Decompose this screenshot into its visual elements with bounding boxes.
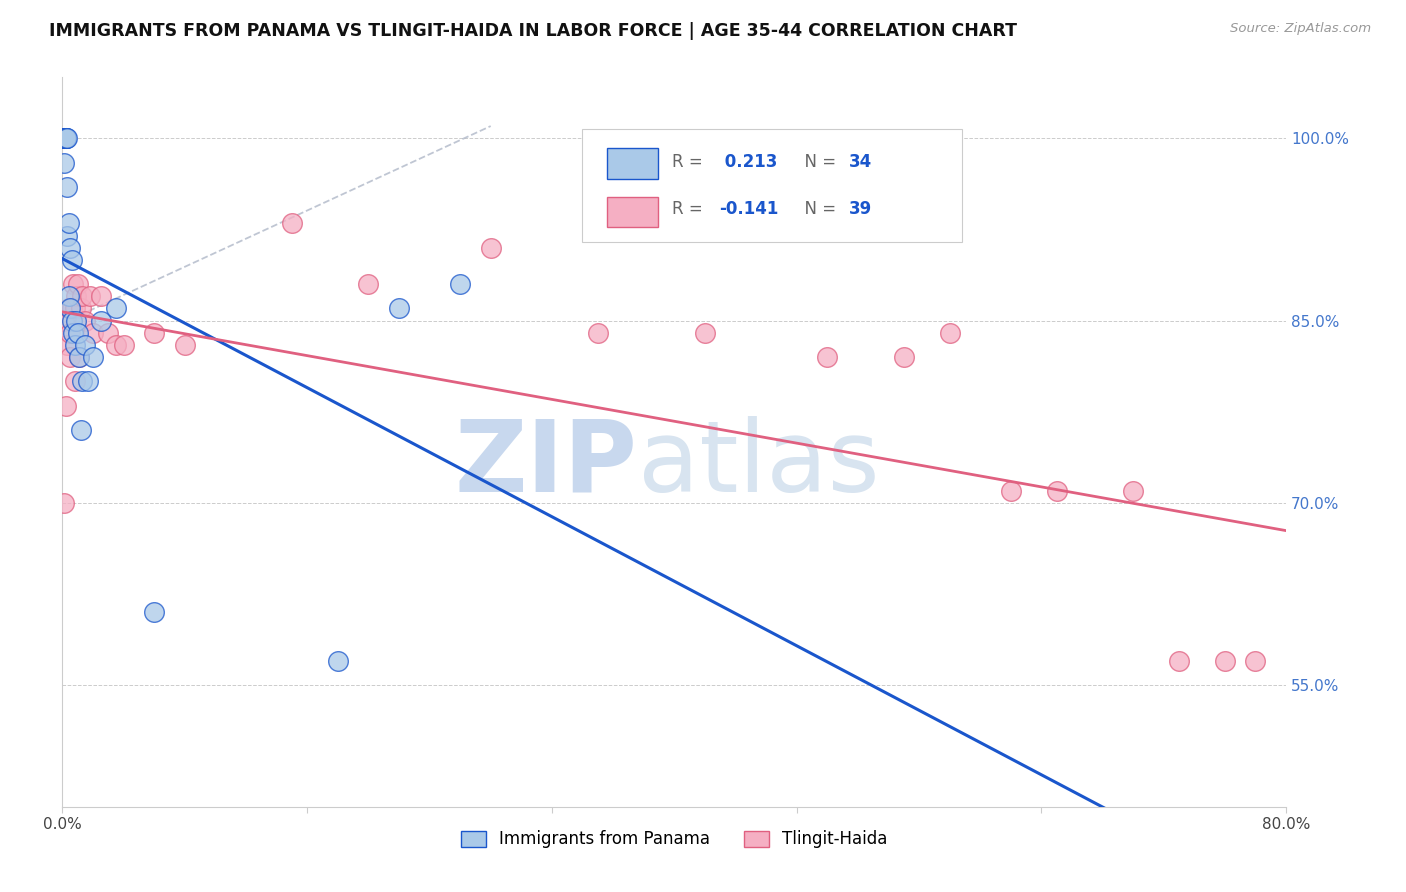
Point bbox=[58, 289, 80, 303]
Text: 0.213: 0.213 bbox=[720, 153, 778, 170]
Point bbox=[56, 338, 79, 352]
Point bbox=[53, 155, 76, 169]
Point bbox=[815, 350, 838, 364]
Point bbox=[388, 301, 411, 316]
Text: N =: N = bbox=[794, 153, 842, 170]
Point bbox=[281, 216, 304, 230]
Text: N =: N = bbox=[794, 201, 842, 219]
Point bbox=[70, 423, 93, 437]
Point bbox=[62, 277, 84, 292]
FancyBboxPatch shape bbox=[607, 197, 658, 227]
Point bbox=[1244, 654, 1267, 668]
Point bbox=[72, 375, 94, 389]
Text: R =: R = bbox=[672, 201, 707, 219]
Point bbox=[63, 301, 86, 316]
Point bbox=[62, 326, 84, 340]
Point bbox=[893, 350, 915, 364]
Point bbox=[59, 301, 82, 316]
Point bbox=[58, 301, 80, 316]
Point bbox=[53, 131, 76, 145]
Text: 39: 39 bbox=[849, 201, 873, 219]
Point bbox=[97, 326, 120, 340]
Point bbox=[1000, 483, 1022, 498]
Point bbox=[56, 180, 79, 194]
Point bbox=[75, 338, 97, 352]
FancyBboxPatch shape bbox=[582, 128, 962, 242]
Point bbox=[357, 277, 380, 292]
Point bbox=[1167, 654, 1189, 668]
Point bbox=[90, 313, 112, 327]
Point bbox=[65, 313, 87, 327]
Point bbox=[53, 313, 76, 327]
Point bbox=[938, 326, 960, 340]
Point bbox=[55, 131, 77, 145]
Point bbox=[55, 131, 77, 145]
Point bbox=[77, 375, 100, 389]
Point bbox=[60, 313, 83, 327]
Point bbox=[56, 131, 79, 145]
Point bbox=[112, 338, 135, 352]
Point bbox=[75, 313, 97, 327]
Point bbox=[449, 277, 471, 292]
Point bbox=[1045, 483, 1067, 498]
Point bbox=[59, 326, 82, 340]
Point bbox=[53, 131, 76, 145]
Point bbox=[82, 326, 104, 340]
Point bbox=[58, 216, 80, 230]
Point bbox=[59, 241, 82, 255]
Point bbox=[586, 326, 609, 340]
Point bbox=[1122, 483, 1144, 498]
Point bbox=[66, 326, 89, 340]
Point bbox=[53, 131, 76, 145]
Point bbox=[67, 350, 90, 364]
Point bbox=[59, 350, 82, 364]
Point bbox=[90, 289, 112, 303]
Point bbox=[72, 289, 94, 303]
Point bbox=[326, 654, 349, 668]
Text: 34: 34 bbox=[849, 153, 873, 170]
Point bbox=[55, 131, 77, 145]
Point bbox=[65, 289, 87, 303]
Text: Source: ZipAtlas.com: Source: ZipAtlas.com bbox=[1230, 22, 1371, 36]
Point bbox=[66, 277, 89, 292]
Point bbox=[82, 350, 104, 364]
Text: IMMIGRANTS FROM PANAMA VS TLINGIT-HAIDA IN LABOR FORCE | AGE 35-44 CORRELATION C: IMMIGRANTS FROM PANAMA VS TLINGIT-HAIDA … bbox=[49, 22, 1017, 40]
Point bbox=[143, 606, 166, 620]
Point bbox=[53, 496, 76, 510]
Point bbox=[1213, 654, 1236, 668]
Point bbox=[60, 301, 83, 316]
FancyBboxPatch shape bbox=[607, 148, 658, 178]
Text: -0.141: -0.141 bbox=[720, 201, 779, 219]
Point bbox=[53, 131, 76, 145]
Point bbox=[693, 326, 716, 340]
Point bbox=[63, 338, 86, 352]
Point bbox=[79, 289, 101, 303]
Point bbox=[55, 399, 77, 413]
Point bbox=[63, 375, 86, 389]
Point bbox=[143, 326, 166, 340]
Point bbox=[479, 241, 502, 255]
Text: R =: R = bbox=[672, 153, 707, 170]
Legend: Immigrants from Panama, Tlingit-Haida: Immigrants from Panama, Tlingit-Haida bbox=[456, 825, 893, 854]
Point bbox=[56, 228, 79, 243]
Point bbox=[70, 301, 93, 316]
Point bbox=[55, 131, 77, 145]
Point bbox=[173, 338, 195, 352]
Text: atlas: atlas bbox=[637, 416, 879, 513]
Point bbox=[67, 350, 90, 364]
Point bbox=[105, 301, 128, 316]
Text: ZIP: ZIP bbox=[454, 416, 637, 513]
Point bbox=[60, 252, 83, 267]
Point bbox=[105, 338, 128, 352]
